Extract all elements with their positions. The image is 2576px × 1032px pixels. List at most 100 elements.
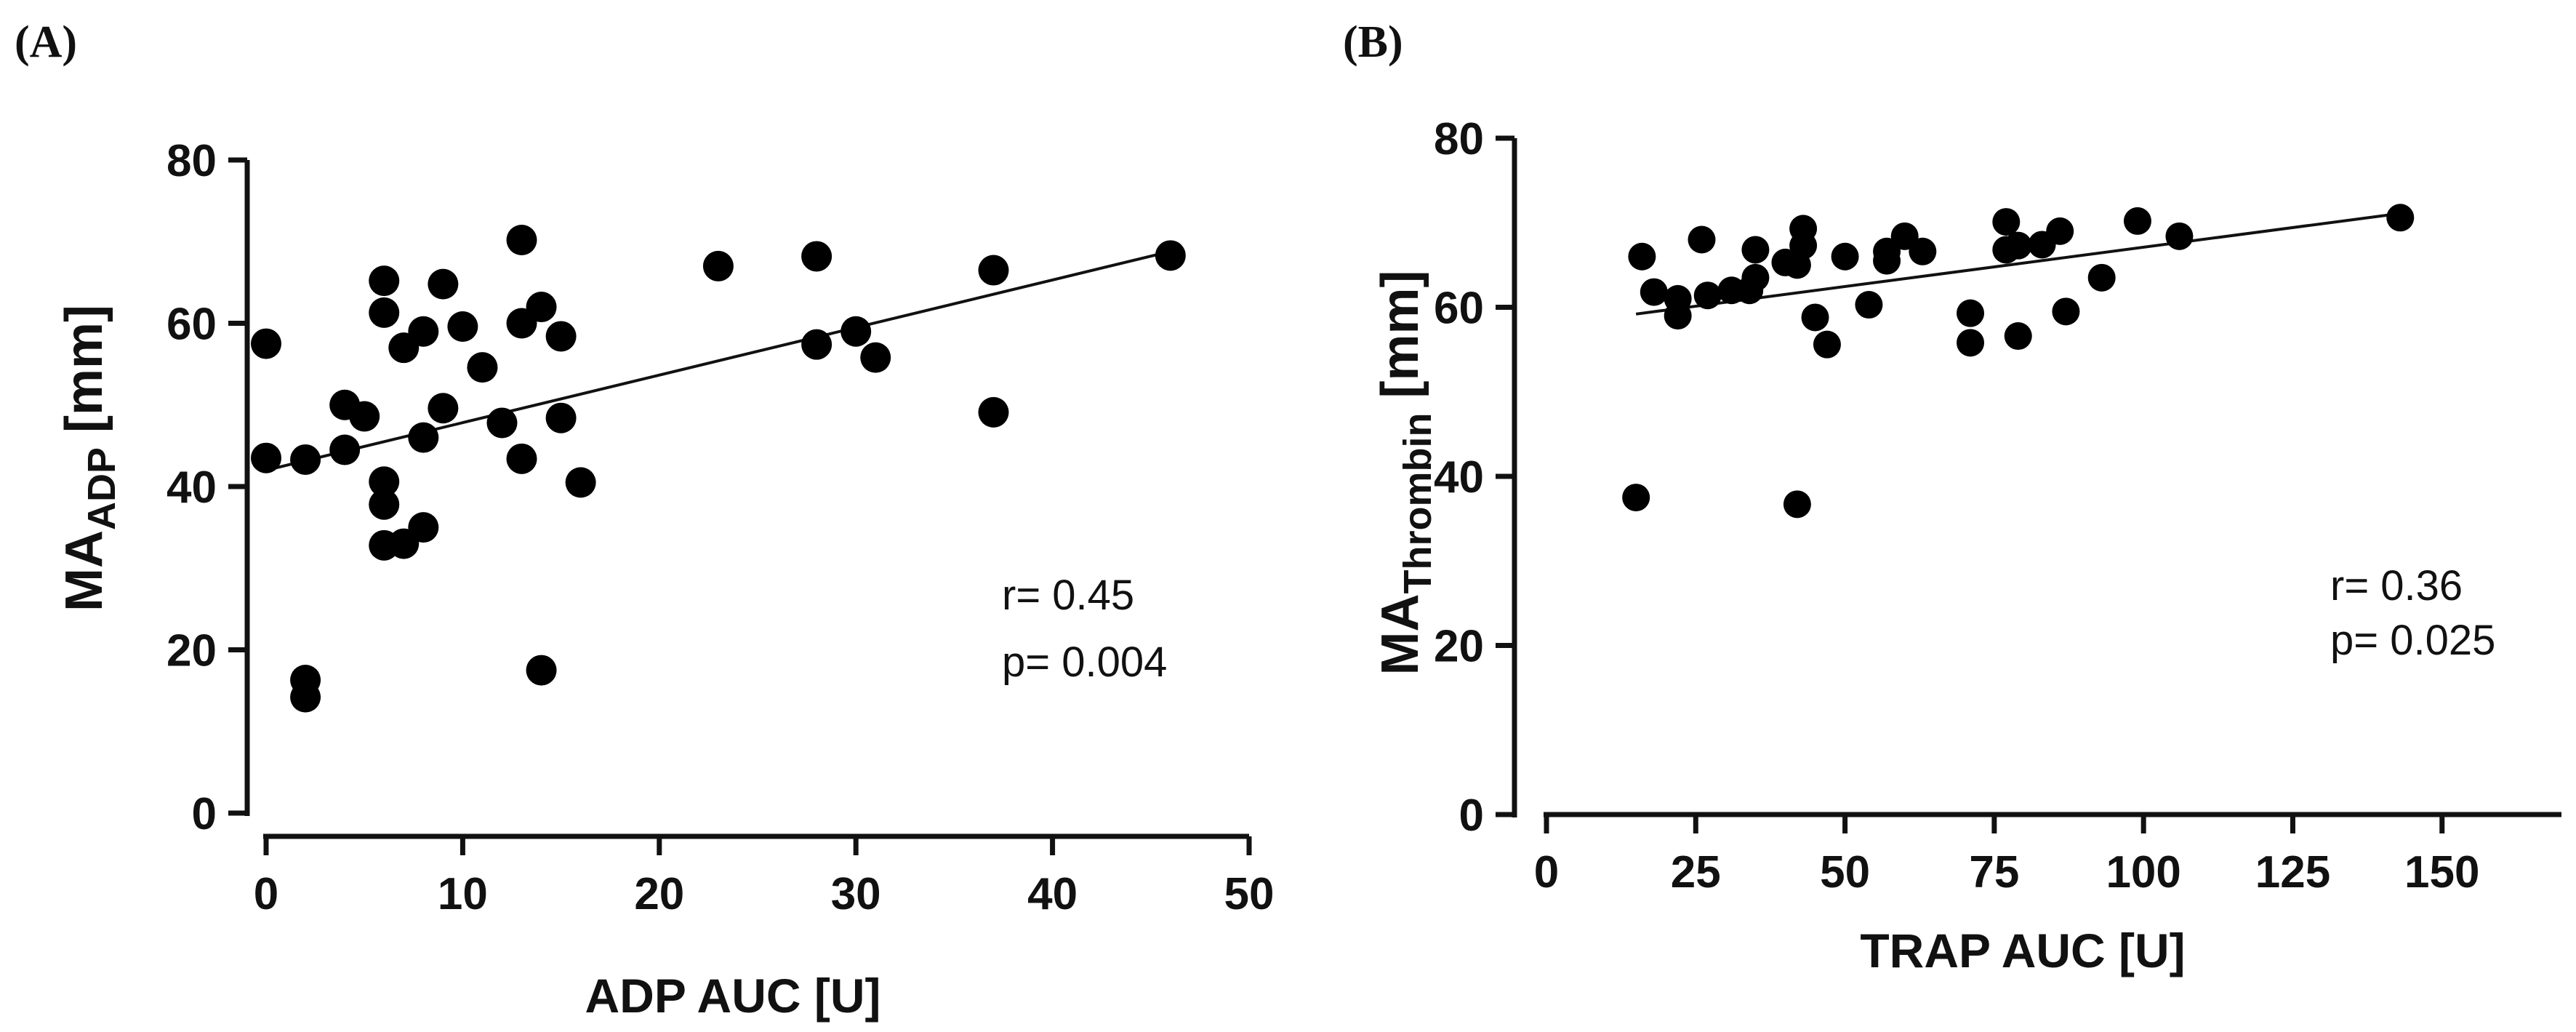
panel-a-data-point	[369, 265, 400, 297]
panel-a-data-point	[840, 316, 872, 347]
panel-a-data-point	[349, 401, 380, 432]
panel-b-data-point	[1628, 242, 1656, 271]
panel-a-data-point	[1155, 240, 1186, 271]
panel-a-x-tick-label: 20	[634, 869, 684, 919]
panel-b-ylabel-main: MA	[1371, 593, 1429, 675]
panel-a-data-point	[526, 292, 557, 323]
panel-a-points	[251, 225, 1186, 713]
panel-a-y-tick-label: 60	[166, 300, 217, 350]
panel-a-data-point	[447, 311, 478, 342]
panel-b-data-point	[1622, 484, 1650, 512]
panel-b-data-point	[2004, 231, 2032, 260]
panel-b-data-point	[1855, 291, 1883, 319]
panel-b-data-point	[1909, 237, 1937, 265]
panel-a-data-point	[467, 352, 498, 383]
panel-a-ylabel-sub: ADP	[80, 447, 124, 530]
svg-text:MAThrombin [mm]: MAThrombin [mm]	[1371, 271, 1440, 676]
panel-a-y-tick-label: 0	[192, 789, 217, 839]
panel-b-data-point	[1831, 242, 1859, 271]
panel-b-x-axis-title: TRAP AUC [U]	[1860, 924, 2185, 977]
panel-b-regression-line	[1635, 212, 2401, 316]
panel-a-data-point	[408, 422, 439, 453]
panel-a-y-tick-label: 40	[166, 463, 217, 513]
panel-a-data-point	[545, 321, 577, 352]
panel-b-data-point	[1693, 281, 1722, 310]
panel-a: (A) 0 20 40 60 80 0 10 20 30 40 50 ADP AUC [U] MAA…	[15, 17, 1274, 1023]
panel-a-data-point	[290, 681, 321, 713]
panel-a-data-point	[978, 255, 1009, 286]
panel-b-data-point	[1801, 303, 1829, 332]
panel-a-data-point	[565, 467, 596, 498]
panel-a-data-point	[860, 342, 891, 373]
panel-b-data-point	[2004, 322, 2032, 351]
panel-a-data-point	[329, 434, 361, 465]
panel-a-data-point	[290, 444, 321, 475]
panel-a-x-tick-label: 40	[1027, 869, 1078, 919]
panel-a-data-point	[801, 329, 832, 360]
panel-a-data-point	[428, 393, 459, 424]
panel-b-axes: 0 20 40 60 80 0 25 50 75 100 125 150	[1434, 114, 2561, 897]
panel-a-x-tick-label: 50	[1224, 869, 1275, 919]
panel-a-data-point	[408, 316, 439, 347]
panel-a-data-point	[369, 297, 400, 328]
panel-b-data-point	[1664, 302, 1692, 330]
panel-b-data-point	[1957, 329, 1985, 357]
panel-a-x-tick-label: 0	[254, 869, 278, 919]
panel-b-r-value: r= 0.36	[2330, 562, 2463, 609]
panel-a-x-axis-title: ADP AUC [U]	[585, 969, 881, 1023]
panel-b-y-tick-label: 20	[1434, 622, 1484, 672]
panel-a-data-point	[428, 268, 459, 300]
panel-a-ylabel-unit: [mm]	[55, 305, 113, 447]
panel-a-data-point	[251, 328, 281, 359]
panel-a-axes: 0 20 40 60 80 0 10 20 30 40 50	[166, 136, 1274, 919]
panel-b-y-tick-label: 0	[1459, 791, 1484, 841]
panel-b: (B) 0 20 40 60 80 0 25 50 75 100 125 150 TRAP AUC […	[1343, 17, 2561, 977]
panel-b-data-point	[1957, 299, 1985, 327]
panel-a-y-tick-label: 20	[166, 626, 217, 676]
panel-b-data-point	[2165, 222, 2194, 250]
panel-b-y-axis-title: MAThrombin [mm]	[1371, 271, 1440, 676]
panel-a-data-point	[545, 402, 577, 433]
panel-a-data-point	[801, 241, 832, 272]
panel-a-x-tick-label: 10	[438, 869, 488, 919]
panel-a-r-value: r= 0.45	[1002, 572, 1134, 619]
panel-b-data-point	[1789, 215, 1818, 243]
panel-a-data-point	[506, 225, 537, 256]
panel-a-data-point	[251, 442, 281, 473]
panel-b-y-tick-label: 40	[1434, 452, 1484, 503]
panel-b-x-tick-label: 0	[1534, 847, 1559, 897]
panel-a-data-point	[506, 443, 537, 474]
panel-a-y-axis-title: MAADP [mm]	[55, 305, 124, 612]
panel-b-x-tick-label: 75	[1969, 847, 2019, 897]
panel-b-ylabel-sub: Thrombin	[1396, 413, 1440, 594]
panel-b-x-tick-label: 150	[2404, 847, 2479, 897]
panel-b-data-point	[1741, 263, 1770, 292]
panel-b-data-point	[2386, 204, 2415, 232]
panel-b-p-value: p= 0.025	[2330, 617, 2495, 664]
panel-b-x-tick-label: 50	[1820, 847, 1870, 897]
panel-b-data-point	[1688, 225, 1716, 254]
panel-a-data-point	[526, 655, 557, 686]
panel-b-data-point	[2052, 297, 2080, 326]
panel-a-y-tick-label: 80	[166, 136, 217, 186]
panel-a-data-point	[486, 407, 518, 439]
panel-b-x-tick-label: 100	[2106, 847, 2180, 897]
panel-b-data-point	[1783, 490, 1811, 519]
panel-b-data-point	[1640, 278, 1668, 306]
panel-b-y-tick-label: 60	[1434, 284, 1484, 334]
panel-b-ylabel-unit: [mm]	[1371, 271, 1429, 413]
panel-b-y-tick-label: 80	[1434, 114, 1484, 164]
panel-a-data-point	[408, 512, 439, 543]
panel-a-data-point	[369, 466, 400, 497]
panel-b-data-point	[2046, 217, 2074, 245]
panel-a-ylabel-main: MA	[55, 530, 113, 612]
panel-b-data-point	[1813, 330, 1841, 359]
panel-a-data-point	[978, 396, 1009, 428]
panel-b-x-tick-label: 25	[1671, 847, 1721, 897]
svg-text:MAADP [mm]: MAADP [mm]	[55, 305, 124, 612]
panel-b-data-point	[2123, 207, 2151, 235]
panel-a-p-value: p= 0.004	[1002, 639, 1167, 686]
panel-b-label: (B)	[1343, 17, 1403, 67]
panel-a-data-point	[369, 489, 400, 520]
